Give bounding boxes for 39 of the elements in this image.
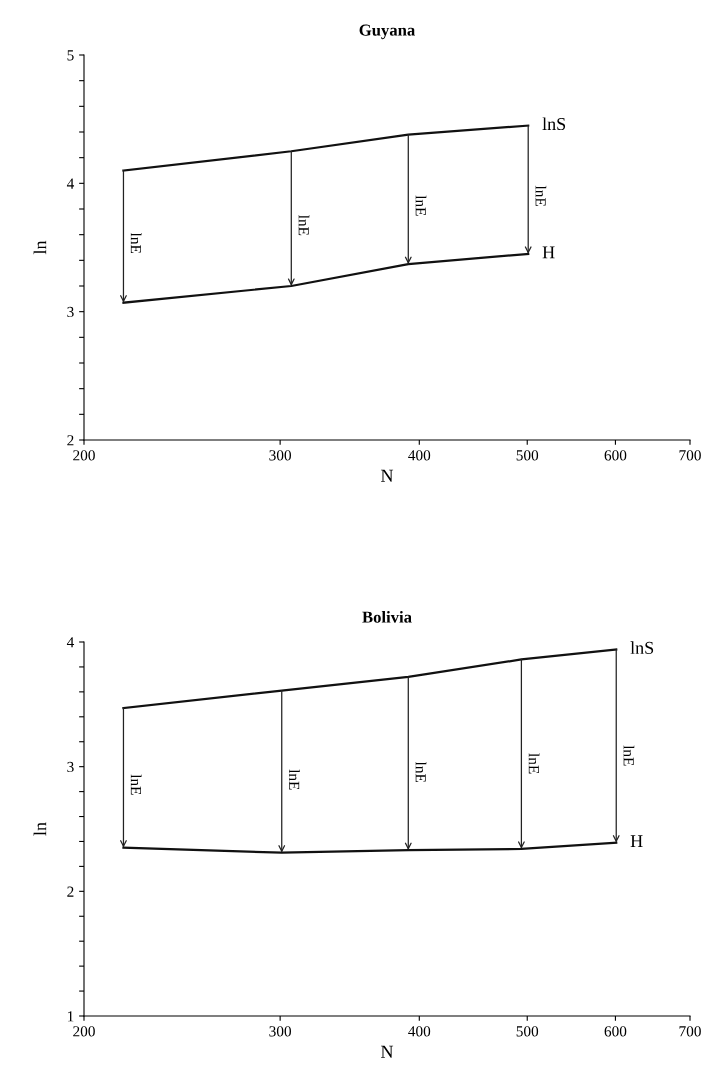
annotation: lnE	[415, 195, 427, 216]
annotation: lnE	[289, 769, 300, 790]
x-tick-label: 200	[73, 1026, 95, 1037]
x-tick-label: 600	[604, 450, 627, 461]
series-label: H	[542, 246, 555, 259]
annotation: lnE	[528, 753, 540, 774]
chart-title: Bolivia	[362, 610, 412, 623]
annotation: lnE	[130, 232, 142, 254]
x-tick-label: 500	[516, 450, 539, 461]
y-tick-label: 1	[67, 1011, 74, 1022]
x-axis-title: N	[381, 1045, 394, 1058]
annotation: lnE	[130, 774, 142, 795]
x-tick-label: 500	[516, 1026, 539, 1037]
y-tick-label: 5	[67, 50, 74, 61]
annotation: lnE	[298, 215, 310, 236]
y-tick-label: 4	[66, 178, 75, 189]
y-tick-label: 3	[67, 306, 74, 318]
annotation: lnE	[623, 745, 635, 766]
y-axis-title: ln	[33, 240, 47, 255]
x-tick-label: 300	[269, 1026, 292, 1037]
x-tick-label: 200	[73, 450, 95, 461]
series-label: lnS	[542, 117, 566, 131]
y-axis-title: ln	[33, 822, 47, 836]
x-tick-label: 400	[408, 450, 431, 461]
x-tick-label: 600	[604, 1026, 627, 1037]
y-tick-label: 4	[66, 637, 75, 648]
y-tick-label: 2	[67, 435, 74, 446]
series-label: lnS	[630, 641, 654, 654]
x-tick-label: 700	[679, 450, 701, 461]
annotation: lnE	[535, 185, 547, 207]
x-tick-label: 700	[679, 1026, 701, 1037]
y-tick-label: 2	[67, 886, 74, 897]
y-tick-label: 3	[67, 761, 74, 773]
chart-title: Guyana	[359, 24, 415, 40]
x-tick-label: 300	[269, 450, 292, 461]
x-axis-title: N	[381, 469, 394, 482]
x-tick-label: 400	[408, 1026, 431, 1037]
series-label: H	[630, 835, 643, 848]
annotation: lnE	[415, 761, 427, 783]
